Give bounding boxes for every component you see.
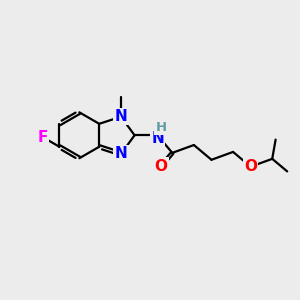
Text: O: O xyxy=(244,159,257,174)
Text: F: F xyxy=(37,130,48,145)
Text: O: O xyxy=(155,159,168,174)
Text: N: N xyxy=(115,109,128,124)
Text: N: N xyxy=(151,131,164,146)
Text: H: H xyxy=(155,121,167,134)
Text: N: N xyxy=(115,146,128,161)
